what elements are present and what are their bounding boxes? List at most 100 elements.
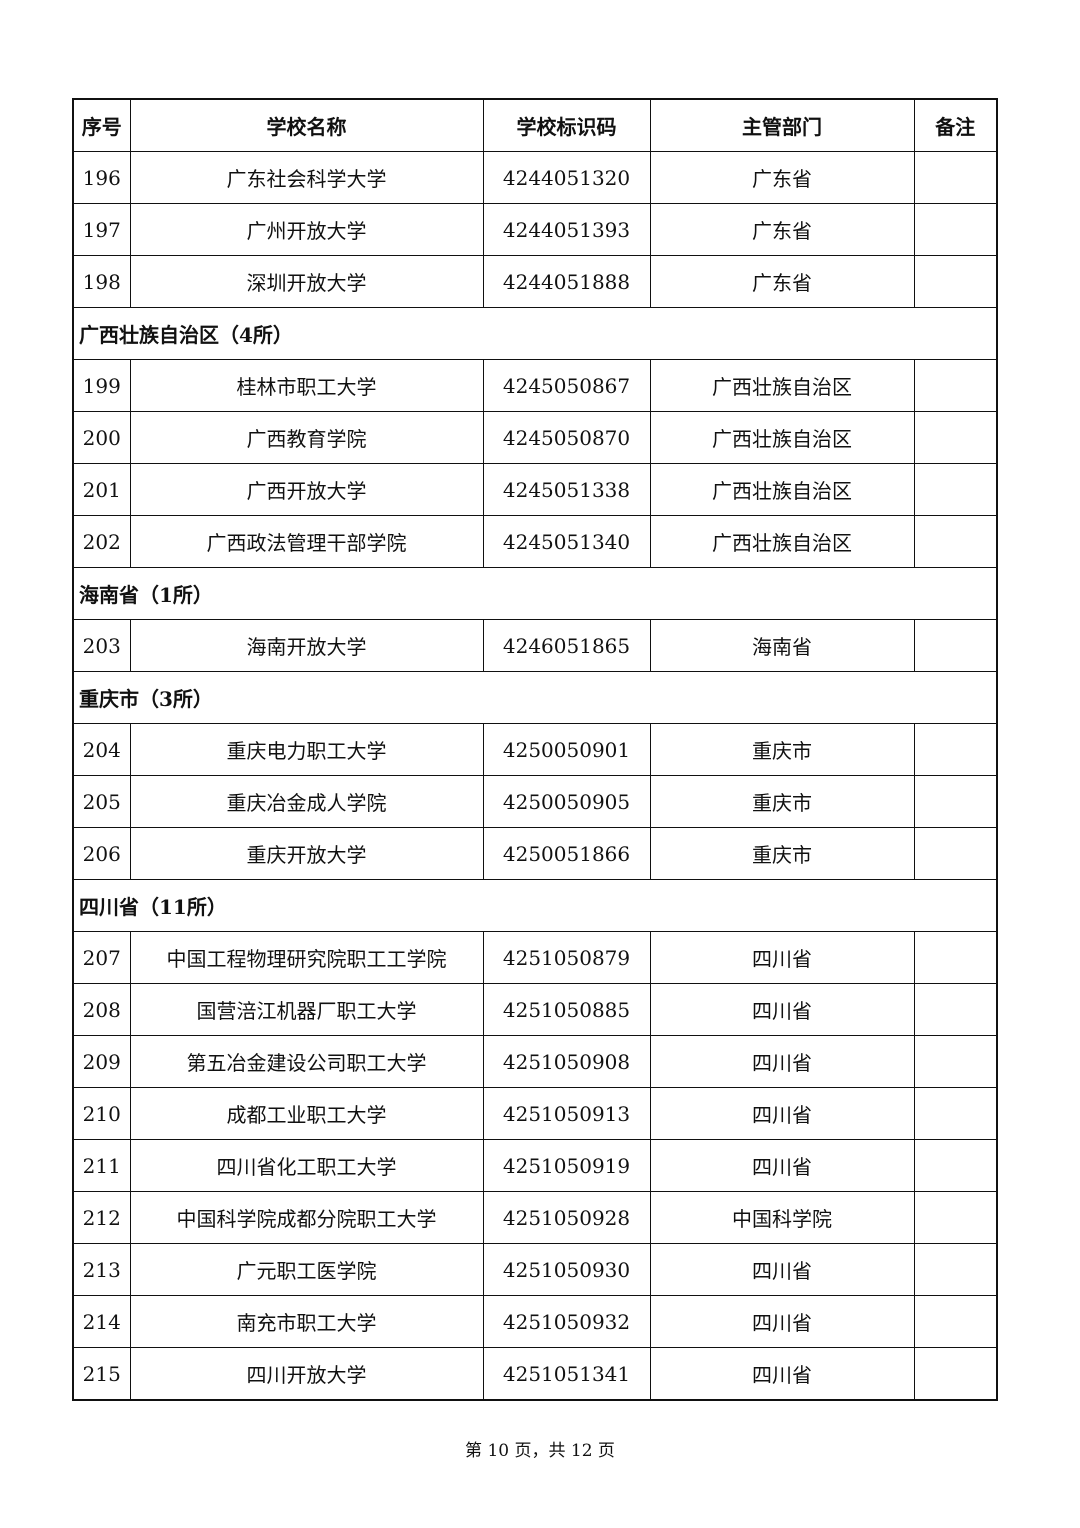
cell-school-name: 重庆开放大学	[129, 827, 484, 880]
cell-school-code: 4245051338	[482, 463, 651, 516]
region-label: 广西壮族自治区（4所）	[72, 307, 998, 360]
cell-note	[913, 411, 998, 464]
region-label: 四川省（11所）	[72, 879, 998, 932]
header-note: 备注	[913, 98, 998, 152]
cell-school-code: 4244051320	[482, 151, 651, 204]
cell-note	[913, 775, 998, 828]
table-row: 214 南充市职工大学 4251050932 四川省	[72, 1295, 998, 1348]
cell-school-name: 中国工程物理研究院职工工学院	[129, 931, 484, 984]
region-row: 海南省（1所）	[72, 567, 998, 620]
cell-department: 四川省	[649, 1087, 915, 1140]
cell-school-code: 4250050905	[482, 775, 651, 828]
table-row: 206 重庆开放大学 4250051866 重庆市	[72, 827, 998, 880]
cell-no: 214	[72, 1295, 131, 1348]
cell-school-name: 中国科学院成都分院职工大学	[129, 1191, 484, 1244]
cell-note	[913, 203, 998, 256]
cell-school-name: 重庆冶金成人学院	[129, 775, 484, 828]
cell-department: 四川省	[649, 983, 915, 1036]
cell-department: 广东省	[649, 151, 915, 204]
cell-note	[913, 1347, 998, 1401]
cell-no: 210	[72, 1087, 131, 1140]
cell-no: 207	[72, 931, 131, 984]
header-code: 学校标识码	[482, 98, 651, 152]
cell-school-name: 成都工业职工大学	[129, 1087, 484, 1140]
cell-school-name: 广元职工医学院	[129, 1243, 484, 1296]
cell-school-code: 4251050885	[482, 983, 651, 1036]
header-no: 序号	[72, 98, 131, 152]
region-label: 重庆市（3所）	[72, 671, 998, 724]
cell-school-name: 广东社会科学大学	[129, 151, 484, 204]
table-row: 197 广州开放大学 4244051393 广东省	[72, 203, 998, 256]
cell-no: 212	[72, 1191, 131, 1244]
cell-no: 202	[72, 515, 131, 568]
cell-school-name: 广州开放大学	[129, 203, 484, 256]
cell-school-code: 4251050908	[482, 1035, 651, 1088]
table-row: 204 重庆电力职工大学 4250050901 重庆市	[72, 723, 998, 776]
table-row: 196 广东社会科学大学 4244051320 广东省	[72, 151, 998, 204]
cell-department: 四川省	[649, 1035, 915, 1088]
cell-school-name: 四川省化工职工大学	[129, 1139, 484, 1192]
cell-note	[913, 1295, 998, 1348]
cell-department: 海南省	[649, 619, 915, 672]
table-header: 序号 学校名称 学校标识码 主管部门 备注	[72, 98, 998, 152]
cell-no: 215	[72, 1347, 131, 1401]
cell-note	[913, 619, 998, 672]
cell-note	[913, 463, 998, 516]
cell-no: 196	[72, 151, 131, 204]
cell-note	[913, 827, 998, 880]
cell-school-code: 4250050901	[482, 723, 651, 776]
table-row: 198 深圳开放大学 4244051888 广东省	[72, 255, 998, 308]
header-dept: 主管部门	[649, 98, 915, 152]
cell-no: 203	[72, 619, 131, 672]
table-row: 212 中国科学院成都分院职工大学 4251050928 中国科学院	[72, 1191, 998, 1244]
cell-department: 四川省	[649, 1243, 915, 1296]
cell-department: 广东省	[649, 203, 915, 256]
cell-note	[913, 151, 998, 204]
cell-no: 208	[72, 983, 131, 1036]
cell-school-name: 广西教育学院	[129, 411, 484, 464]
cell-school-code: 4244051888	[482, 255, 651, 308]
cell-department: 四川省	[649, 1347, 915, 1401]
cell-note	[913, 1035, 998, 1088]
cell-no: 209	[72, 1035, 131, 1088]
cell-school-name: 桂林市职工大学	[129, 359, 484, 412]
cell-note	[913, 931, 998, 984]
table-row: 205 重庆冶金成人学院 4250050905 重庆市	[72, 775, 998, 828]
cell-school-name: 南充市职工大学	[129, 1295, 484, 1348]
table-row: 199 桂林市职工大学 4245050867 广西壮族自治区	[72, 359, 998, 412]
cell-department: 广西壮族自治区	[649, 463, 915, 516]
header-name: 学校名称	[129, 98, 484, 152]
cell-school-name: 四川开放大学	[129, 1347, 484, 1401]
cell-school-code: 4245050870	[482, 411, 651, 464]
table-row: 209 第五冶金建设公司职工大学 4251050908 四川省	[72, 1035, 998, 1088]
region-label: 海南省（1所）	[72, 567, 998, 620]
table-row: 215 四川开放大学 4251051341 四川省	[72, 1347, 998, 1401]
cell-no: 198	[72, 255, 131, 308]
cell-no: 197	[72, 203, 131, 256]
cell-department: 中国科学院	[649, 1191, 915, 1244]
cell-school-name: 广西开放大学	[129, 463, 484, 516]
cell-department: 广西壮族自治区	[649, 411, 915, 464]
cell-school-name: 广西政法管理干部学院	[129, 515, 484, 568]
cell-school-name: 国营涪江机器厂职工大学	[129, 983, 484, 1036]
cell-note	[913, 1191, 998, 1244]
page-footer: 第 10 页，共 12 页	[465, 1441, 615, 1461]
cell-note	[913, 1087, 998, 1140]
cell-department: 广西壮族自治区	[649, 359, 915, 412]
cell-school-code: 4251050932	[482, 1295, 651, 1348]
cell-note	[913, 983, 998, 1036]
cell-note	[913, 515, 998, 568]
cell-no: 213	[72, 1243, 131, 1296]
cell-no: 200	[72, 411, 131, 464]
table-row: 210 成都工业职工大学 4251050913 四川省	[72, 1087, 998, 1140]
cell-department: 四川省	[649, 931, 915, 984]
region-row: 广西壮族自治区（4所）	[72, 307, 998, 360]
cell-note	[913, 359, 998, 412]
cell-department: 重庆市	[649, 775, 915, 828]
table-row: 207 中国工程物理研究院职工工学院 4251050879 四川省	[72, 931, 998, 984]
region-row: 四川省（11所）	[72, 879, 998, 932]
table-row: 203 海南开放大学 4246051865 海南省	[72, 619, 998, 672]
cell-department: 广西壮族自治区	[649, 515, 915, 568]
cell-school-code: 4251051341	[482, 1347, 651, 1401]
cell-department: 重庆市	[649, 723, 915, 776]
